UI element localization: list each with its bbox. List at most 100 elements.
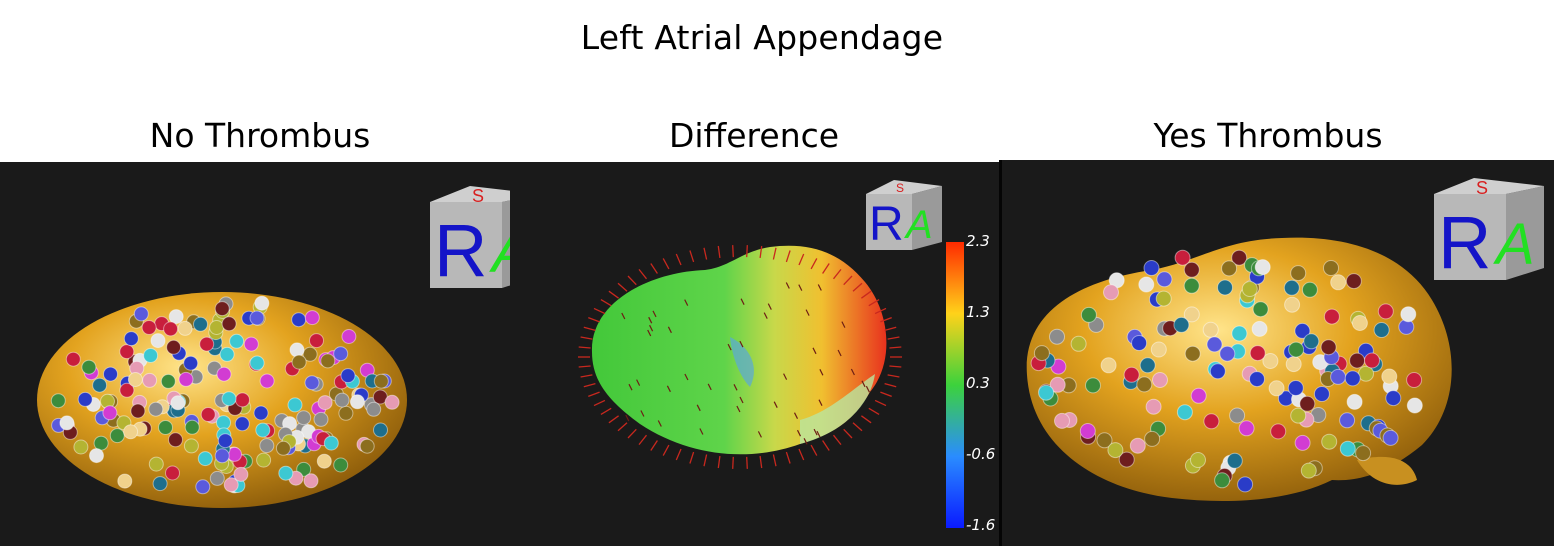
color-scale-bar: 2.3 1.3 0.3 -0.6 -1.6 bbox=[946, 232, 995, 534]
displacement-arrow bbox=[865, 385, 870, 393]
landmark-sphere bbox=[221, 391, 237, 407]
displacement-arrow bbox=[884, 382, 897, 388]
landmark-sphere bbox=[1321, 433, 1338, 450]
landmark-sphere bbox=[1049, 376, 1066, 393]
landmark-sphere bbox=[148, 401, 164, 417]
landmark-sphere bbox=[249, 355, 265, 371]
displacement-arrow bbox=[707, 383, 712, 391]
landmark-sphere bbox=[1209, 363, 1226, 380]
displacement-arrows bbox=[578, 245, 902, 469]
displacement-arrow bbox=[746, 245, 748, 258]
landmark-sphere bbox=[1290, 265, 1307, 282]
laa-surface bbox=[1026, 237, 1452, 501]
displacement-arrow bbox=[763, 312, 768, 319]
landmark-sphere bbox=[303, 473, 319, 489]
landmark-sphere bbox=[1226, 452, 1243, 469]
landmark-sphere bbox=[317, 395, 333, 411]
landmark-sphere bbox=[1382, 429, 1399, 446]
panel-title-yes-thrombus: Yes Thrombus bbox=[1153, 116, 1383, 155]
orientation-cube: R A S bbox=[430, 186, 510, 292]
landmark-sphere bbox=[1231, 249, 1248, 266]
landmark-sphere bbox=[1049, 328, 1065, 345]
landmark-sphere bbox=[1202, 321, 1219, 338]
landmark-sphere bbox=[219, 346, 235, 362]
landmark-sphere bbox=[1288, 341, 1305, 358]
displacement-arrow bbox=[868, 299, 880, 307]
landmark-sphere bbox=[1351, 315, 1368, 331]
landmark-sphere bbox=[1339, 412, 1356, 429]
cube-letter-s: S bbox=[1476, 178, 1488, 198]
landmark-sphere bbox=[1283, 279, 1300, 296]
landmark-sphere bbox=[1345, 273, 1362, 290]
colorbar-tick: -0.6 bbox=[966, 445, 995, 463]
landmark-sphere bbox=[1251, 320, 1268, 337]
landmark-sphere bbox=[255, 422, 271, 438]
landmark-sphere bbox=[320, 353, 336, 369]
landmark-sphere bbox=[1123, 366, 1140, 383]
landmark-sphere bbox=[323, 435, 339, 451]
displacement-arrow bbox=[813, 428, 818, 436]
landmark-sphere bbox=[259, 373, 275, 389]
landmark-sphere bbox=[1145, 398, 1162, 415]
displacement-arrow bbox=[759, 245, 763, 258]
landmark-sphere bbox=[291, 354, 307, 370]
displacement-arrow bbox=[689, 451, 695, 464]
landmark-sphere bbox=[184, 419, 200, 435]
colorbar-tick: 1.3 bbox=[966, 303, 990, 321]
displacement-arrow bbox=[889, 346, 902, 349]
displacement-arrow bbox=[578, 346, 591, 349]
landmark-sphere bbox=[1038, 384, 1055, 401]
landmark-sphere bbox=[243, 336, 259, 352]
displacement-arrow bbox=[608, 290, 619, 299]
displacement-arrow bbox=[736, 405, 741, 413]
displacement-arrow bbox=[621, 312, 626, 320]
displacement-arrow bbox=[733, 384, 738, 391]
displacement-arrow bbox=[805, 309, 810, 316]
displacement-arrow bbox=[880, 391, 892, 398]
displacement-arrow bbox=[662, 444, 670, 456]
figure-title: Left Atrial Appendage bbox=[580, 18, 944, 57]
landmark-sphere bbox=[373, 373, 389, 389]
landmark-sphere bbox=[165, 465, 180, 481]
landmark-sphere bbox=[253, 405, 269, 421]
landmark-sphere bbox=[1229, 407, 1246, 424]
landmark-sphere bbox=[77, 391, 93, 407]
landmark-sphere bbox=[316, 453, 332, 469]
landmark-sphere bbox=[50, 393, 66, 409]
displacement-arrow bbox=[798, 448, 805, 461]
landmark-sphere bbox=[221, 316, 237, 332]
displacement-arrow bbox=[636, 379, 641, 386]
landmark-sphere bbox=[177, 320, 193, 336]
displacement-arrow bbox=[583, 326, 596, 332]
landmark-sphere bbox=[1385, 390, 1402, 407]
landmark-sphere bbox=[209, 470, 225, 486]
landmark-sphere bbox=[1150, 341, 1167, 358]
landmark-sphere bbox=[59, 415, 75, 431]
displacement-arrow bbox=[580, 374, 593, 378]
landmark-sphere bbox=[193, 316, 208, 332]
landmark-sphere bbox=[143, 348, 159, 363]
landmark-sphere bbox=[249, 310, 265, 326]
landmark-sphere bbox=[216, 366, 232, 382]
displacement-arrow bbox=[889, 365, 902, 368]
landmark-sphere bbox=[168, 309, 184, 325]
displacement-arrow bbox=[796, 429, 802, 437]
displacement-arrow bbox=[767, 303, 772, 310]
landmark-sphere bbox=[235, 392, 250, 408]
landmark-sphere bbox=[275, 440, 291, 456]
landmark-sphere bbox=[349, 394, 365, 410]
landmark-sphere bbox=[1131, 335, 1148, 351]
displacement-arrow bbox=[583, 382, 596, 388]
displacement-arrow bbox=[841, 321, 846, 328]
landmark-sphere bbox=[73, 439, 89, 455]
displacement-arrow bbox=[772, 454, 777, 467]
displacement-arrow bbox=[717, 245, 721, 258]
landmark-sphere bbox=[1183, 277, 1200, 294]
orientation-cube: R A S bbox=[866, 180, 942, 251]
landmark-sphere bbox=[1252, 301, 1269, 318]
landmark-sphere bbox=[141, 320, 157, 335]
displacement-arrow bbox=[649, 324, 654, 332]
landmark-sphere bbox=[1184, 345, 1201, 362]
displacement-arrow bbox=[793, 412, 799, 419]
landmark-sphere bbox=[1377, 303, 1394, 320]
